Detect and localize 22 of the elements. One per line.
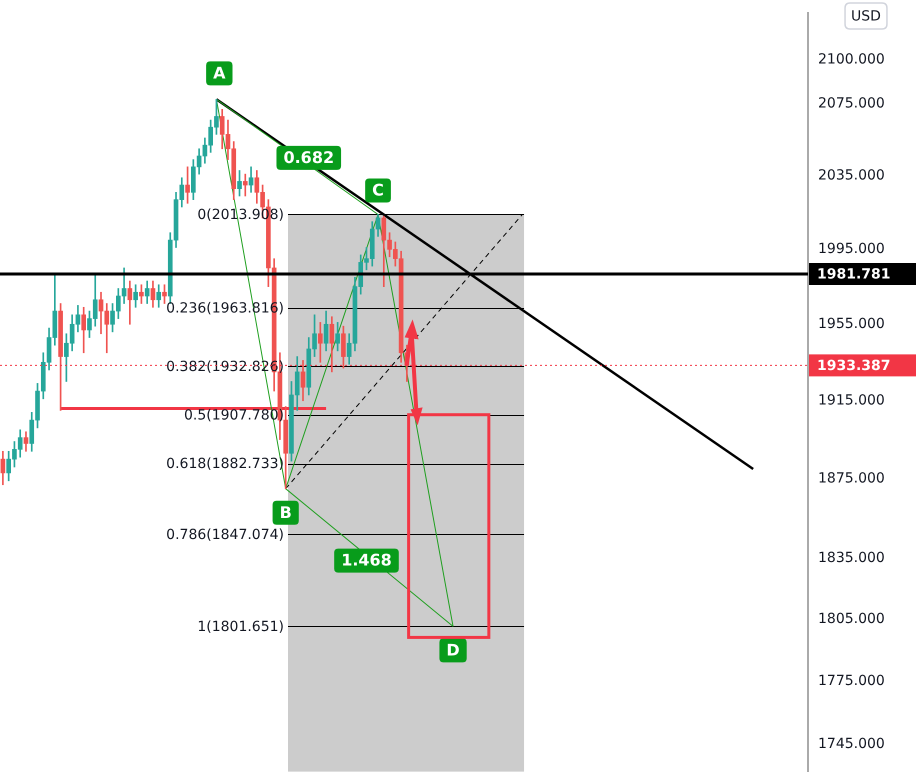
y-tick-label: 1995.000 [818, 241, 885, 258]
y-tick-label: 1745.000 [818, 736, 885, 752]
y-tick-label: 2035.000 [818, 168, 885, 184]
annotation: D [446, 640, 460, 660]
annotation: A [213, 63, 226, 82]
y-tick-label: 1955.000 [818, 316, 885, 332]
y-tick-label: 2075.000 [818, 96, 885, 112]
annotation: C [372, 180, 384, 200]
y-tick-label: 1875.000 [818, 470, 885, 486]
ref-line-label: 1(1801.651) [197, 619, 284, 636]
text: USD [851, 8, 881, 25]
y-tick-label: 1915.000 [818, 392, 885, 408]
annotation: B [280, 502, 292, 522]
annotation: 0.682 [283, 148, 334, 167]
y-tick-label: 1805.000 [818, 611, 885, 628]
y-tick-label: 1835.000 [818, 550, 885, 566]
y-tick-label: 1775.000 [818, 673, 885, 690]
y-tick-label: 2100.000 [818, 51, 885, 68]
ref-line-label: 1933.387 [817, 358, 891, 374]
ref-line-label: 0.786(1847.074) [166, 526, 284, 543]
ref-line-label: 1981.781 [817, 266, 891, 283]
annotation: 1.468 [341, 550, 392, 570]
